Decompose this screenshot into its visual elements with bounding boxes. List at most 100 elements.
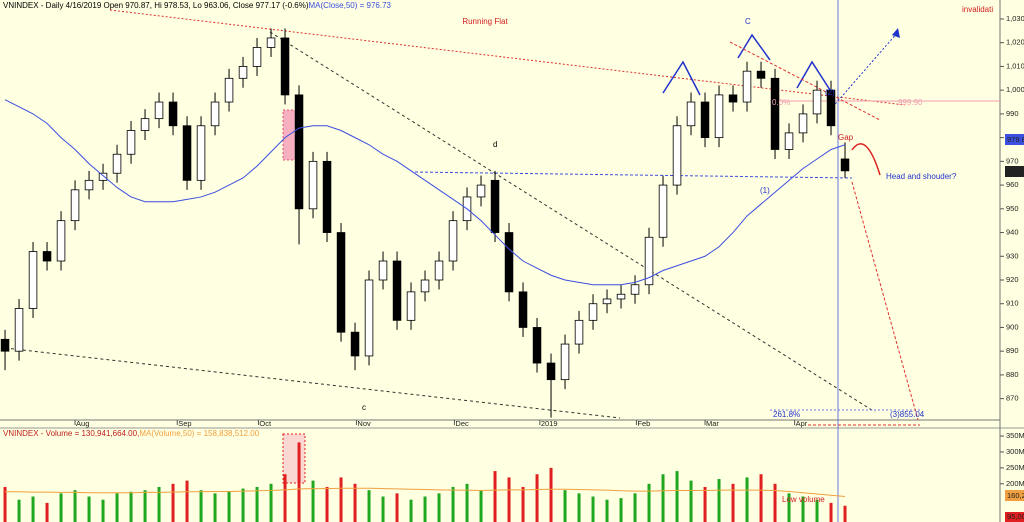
volume-bar (773, 483, 777, 522)
neckline (414, 171, 853, 179)
x-tick-label: Oct (259, 419, 272, 428)
x-tick-label: Nov (357, 419, 371, 428)
candle-body (182, 125, 192, 181)
candle-body (840, 158, 850, 172)
volume-bar (339, 477, 343, 522)
volume-bar (661, 474, 665, 522)
candle-body (112, 153, 122, 174)
candle-body (476, 184, 486, 198)
candle-body (28, 251, 38, 309)
volume-bar (815, 499, 819, 522)
ma-label: MA(Close,50) = 976.73 (309, 1, 392, 10)
volume-bar (479, 490, 483, 522)
price-box (1005, 490, 1024, 501)
volume-bar (241, 488, 245, 522)
y-tick-label: 990 (1006, 109, 1019, 118)
candle-body (378, 260, 388, 281)
candle-body (308, 160, 318, 210)
volume-bar (787, 493, 791, 522)
price-label: 966.21 (1007, 167, 1024, 176)
candle-body (504, 232, 514, 293)
annotation: Gap (838, 133, 854, 142)
candle-body (434, 260, 444, 281)
annotation: d (493, 140, 497, 149)
volume-bar (717, 479, 721, 522)
volume-bar (17, 499, 21, 522)
candle-body (224, 77, 234, 103)
volume-bar (563, 490, 567, 522)
volume-bar (423, 496, 427, 522)
price-label: 160,293.3 (1007, 491, 1024, 500)
volume-bar (227, 491, 231, 522)
candle-body (532, 327, 542, 364)
chart-title: VNINDEX - Daily 4/16/2019 Open 970.87, H… (3, 1, 309, 10)
x-tick-label: Aug (76, 419, 89, 428)
candle-body (742, 70, 752, 103)
y-tick-label: 950 (1006, 204, 1019, 213)
volume-bar (73, 490, 77, 522)
trend-line (4, 347, 621, 419)
candle-body (798, 113, 808, 134)
candle-body (336, 232, 346, 333)
y-tick-label: 1,010 (1006, 61, 1024, 70)
projection-arrow (829, 31, 899, 111)
volume-bar (395, 493, 399, 522)
volume-bar (283, 474, 287, 522)
candle-body (238, 66, 248, 79)
candle-body (266, 37, 276, 48)
annotation: Head and shouder? (886, 172, 957, 181)
y-tick-label: 890 (1006, 346, 1019, 355)
candle-body (252, 47, 262, 67)
volume-bar (213, 493, 217, 522)
volume-bar (731, 483, 735, 522)
volume-bar (451, 486, 455, 522)
volume-bar (493, 471, 497, 522)
annotation: invalidati (962, 5, 993, 14)
y-tick-label: 900 (1006, 322, 1019, 331)
gap-box (282, 109, 298, 161)
candle-body (574, 319, 584, 345)
candle-body (210, 101, 220, 127)
volume-bar (171, 483, 175, 522)
y-tick-label: 870 (1006, 394, 1019, 403)
volume-bar (325, 486, 329, 522)
volume-bar (3, 486, 7, 522)
candle-body (14, 308, 24, 352)
volume-bar (521, 486, 525, 522)
price-box (1005, 134, 1024, 145)
candle-body (588, 303, 598, 321)
annotation: Running Flat (462, 17, 508, 26)
volume-bar (647, 483, 651, 522)
candle-body (350, 331, 360, 357)
x-tick-label: Apr (796, 419, 808, 428)
candle-body (84, 179, 94, 191)
annotation: 999.90 (898, 98, 923, 107)
volume-bar (465, 483, 469, 522)
candle-body (196, 125, 206, 181)
price-label: 95,000.0 (1007, 512, 1024, 521)
candle-body (770, 77, 780, 150)
annotation: (3)855.04 (890, 410, 925, 419)
candle-body (42, 251, 52, 262)
annotation: (1) (760, 186, 770, 195)
trend-line (269, 31, 876, 413)
annotation: Low volume (782, 495, 825, 504)
arrow-head (892, 28, 900, 38)
candle-body (672, 125, 682, 186)
y-tick-label: 200M (1006, 479, 1024, 488)
y-tick-label: 1,000 (1006, 85, 1024, 94)
price-label: 979.895 (1007, 135, 1024, 144)
candle-body (602, 298, 612, 305)
volume-bar (45, 502, 49, 522)
candle-body (630, 284, 640, 295)
volume-bar (255, 486, 259, 522)
candle-body (126, 130, 136, 155)
volume-bar (703, 486, 707, 522)
volume-bar (31, 496, 35, 522)
volume-bar (297, 442, 301, 522)
candle-body (0, 338, 10, 352)
volume-bar (577, 493, 581, 522)
annotation: 0.0% (772, 98, 790, 107)
candle-body (826, 89, 836, 127)
volume-bar (269, 483, 273, 522)
